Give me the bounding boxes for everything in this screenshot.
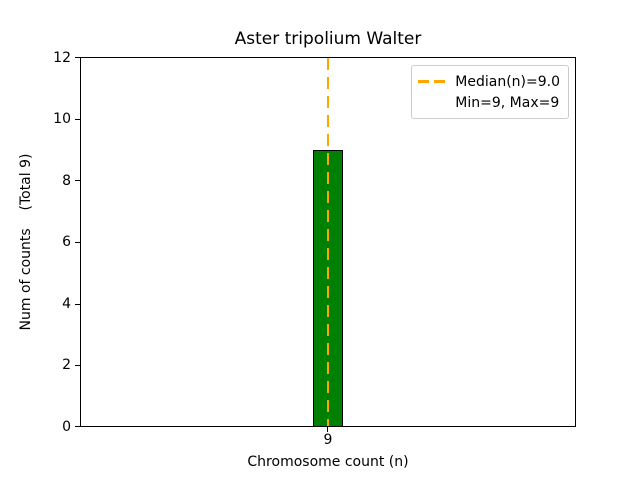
y-tick-label: 2 bbox=[62, 357, 71, 373]
y-axis-label: Num of counts (Total 9) bbox=[18, 153, 34, 331]
y-tick-label: 12 bbox=[53, 50, 71, 66]
y-tick-mark bbox=[75, 242, 80, 243]
legend-entry-minmax: Min=9, Max=9 bbox=[418, 92, 560, 113]
x-tick-label: 9 bbox=[323, 432, 333, 448]
x-tick-mark bbox=[327, 427, 328, 432]
y-tick-label: 6 bbox=[62, 234, 71, 250]
y-tick-label: 8 bbox=[62, 173, 71, 189]
legend-label-minmax: Min=9, Max=9 bbox=[455, 94, 560, 111]
legend-entry-median: Median(n)=9.0 bbox=[418, 71, 560, 92]
y-tick-mark bbox=[75, 180, 80, 181]
median-dashed-line bbox=[327, 58, 329, 426]
y-tick-label: 4 bbox=[62, 296, 71, 312]
y-tick-mark bbox=[75, 57, 80, 58]
y-tick-label: 10 bbox=[53, 111, 71, 127]
y-tick-mark bbox=[75, 304, 80, 305]
plot-area: Median(n)=9.0 Min=9, Max=9 bbox=[80, 57, 576, 427]
orange-dashed-line-icon bbox=[418, 80, 446, 83]
y-tick-mark bbox=[75, 365, 80, 366]
x-axis-label: Chromosome count (n) bbox=[247, 454, 409, 470]
legend-marker-blank bbox=[418, 101, 445, 104]
y-tick-mark bbox=[75, 426, 80, 427]
legend-label-median: Median(n)=9.0 bbox=[455, 73, 560, 90]
y-tick-label: 0 bbox=[62, 419, 71, 435]
chart-title: Aster tripolium Walter bbox=[234, 29, 422, 49]
legend-box: Median(n)=9.0 Min=9, Max=9 bbox=[411, 65, 569, 119]
y-tick-mark bbox=[75, 119, 80, 120]
